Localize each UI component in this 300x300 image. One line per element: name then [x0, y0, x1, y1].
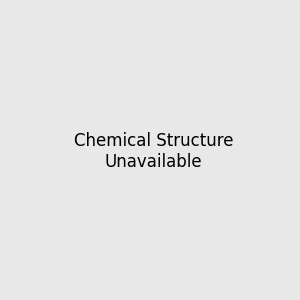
Text: Chemical Structure
Unavailable: Chemical Structure Unavailable — [74, 132, 233, 171]
